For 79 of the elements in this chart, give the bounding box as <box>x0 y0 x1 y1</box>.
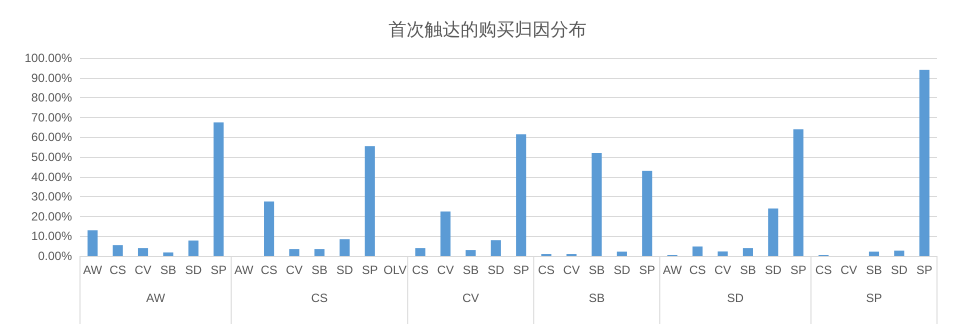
text: SP <box>866 291 882 305</box>
x-tick-label: SB <box>588 263 605 277</box>
bar <box>516 134 526 256</box>
x-tick-label: SB <box>866 263 882 277</box>
x-tick-label: CS <box>538 263 555 277</box>
bar <box>919 70 930 256</box>
text: SB <box>588 291 605 305</box>
y-tick-label: 10.00% <box>31 229 72 244</box>
y-tick-label: 30.00% <box>31 190 72 204</box>
bar <box>188 240 198 256</box>
y-tick-label: 20.00% <box>31 209 72 224</box>
x-tick-label: CS <box>412 263 429 277</box>
y-tick-label: 100.00% <box>24 51 72 65</box>
bar <box>112 245 123 256</box>
x-tick-label: SD <box>185 263 202 277</box>
bar <box>642 170 652 256</box>
x-tick-label: SP <box>210 263 227 277</box>
y-tick-label: 70.00% <box>31 110 72 124</box>
bar <box>138 248 148 256</box>
bar <box>88 230 98 256</box>
y-tick-label: 80.00% <box>31 90 72 105</box>
bar <box>340 239 350 256</box>
x-tick-label: AW <box>234 263 254 277</box>
x-tick-label: SD <box>336 263 354 277</box>
bar <box>415 248 426 256</box>
x-tick-label: SD <box>764 263 782 277</box>
bar <box>214 122 224 256</box>
x-tick-label: CV <box>563 263 580 277</box>
x-tick-label: SP <box>513 263 530 277</box>
x-tick-label: SP <box>790 263 806 277</box>
x-tick-label: CS <box>260 263 278 277</box>
bar <box>289 249 300 256</box>
bar <box>490 240 501 256</box>
x-tick-label: SP <box>916 263 932 277</box>
bar <box>466 250 476 256</box>
x-tick-label: SD <box>614 263 631 277</box>
y-tick-label: 60.00% <box>31 130 72 144</box>
x-tick-label: CV <box>840 263 858 277</box>
y-tick-label: 90.00% <box>31 70 72 85</box>
text: SD <box>727 291 744 305</box>
y-tick-label: 0.00% <box>38 249 72 263</box>
x-tick-label: CV <box>134 263 152 277</box>
text: CV <box>462 291 480 305</box>
x-tick-label: SB <box>311 263 328 277</box>
x-tick-label: SB <box>740 263 756 277</box>
bar <box>793 129 804 256</box>
x-tick-label: CS <box>109 263 126 277</box>
x-tick-label: CV <box>437 263 454 277</box>
x-tick-label: SB <box>160 263 176 277</box>
bar <box>718 251 728 256</box>
text: AW <box>146 291 166 305</box>
bar <box>592 153 602 256</box>
bar <box>692 246 703 256</box>
x-tick-label: CV <box>714 263 732 277</box>
bar <box>616 252 627 256</box>
x-tick-label: SP <box>639 263 656 277</box>
x-tick-label: OLV <box>384 263 407 277</box>
bar <box>768 208 778 256</box>
x-tick-label: SD <box>890 263 908 277</box>
bar <box>163 252 174 256</box>
x-tick-label: CS <box>689 263 706 277</box>
bar <box>868 252 880 256</box>
bar <box>742 248 753 256</box>
bar <box>440 211 451 256</box>
bar <box>314 249 324 256</box>
bar <box>364 146 375 256</box>
bar <box>894 250 904 256</box>
x-tick-label: SB <box>462 263 479 277</box>
x-tick-label: CS <box>815 263 832 277</box>
chart-title: 首次触达的购买归因分布 <box>388 20 586 40</box>
y-tick-label: 50.00% <box>31 150 72 164</box>
text: CS <box>311 291 328 305</box>
y-tick-label: 40.00% <box>31 170 72 184</box>
bar <box>264 202 274 256</box>
x-tick-label: CV <box>286 263 303 277</box>
x-tick-label: AW <box>83 263 103 277</box>
x-tick-label: SP <box>362 263 378 277</box>
x-tick-label: SD <box>488 263 505 277</box>
x-tick-label: AW <box>662 263 682 277</box>
